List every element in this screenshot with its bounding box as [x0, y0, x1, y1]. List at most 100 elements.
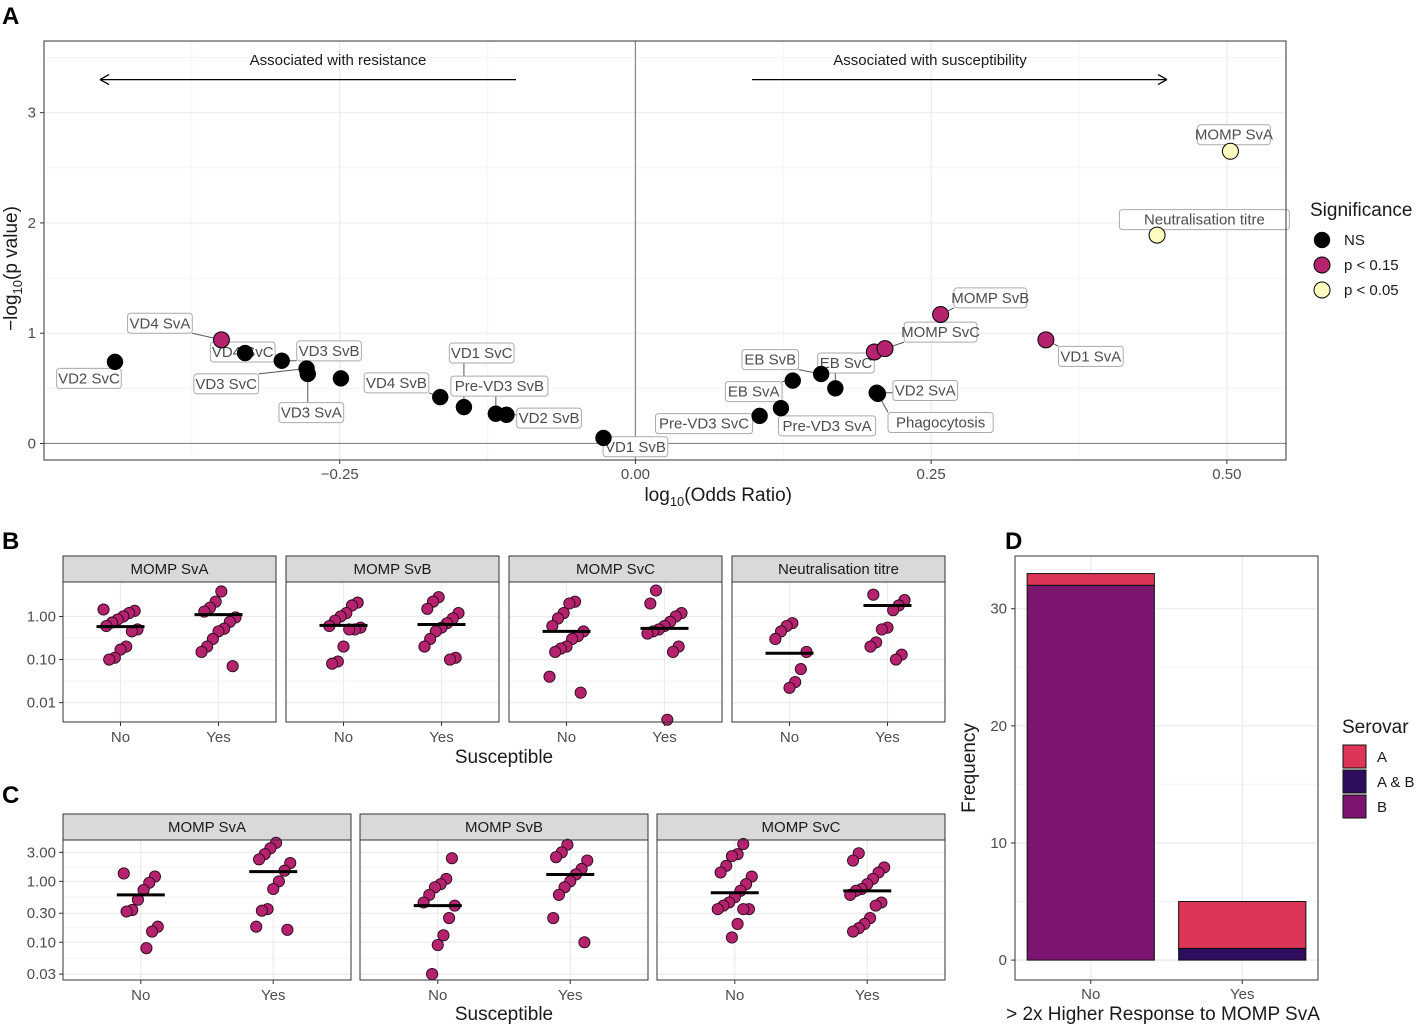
- point-label: EB SvB: [744, 352, 796, 369]
- point-label-box: [516, 407, 582, 429]
- point-label-box: [56, 367, 122, 389]
- data-point: [445, 852, 458, 865]
- y-tick-label: 0: [28, 435, 36, 452]
- data-point: [267, 882, 280, 896]
- bar-yes-a: [1178, 901, 1307, 949]
- point-label-box: [817, 352, 875, 374]
- legend-title: Significance: [1310, 200, 1412, 221]
- data-point: [281, 923, 294, 936]
- point-label: VD3 SvC: [195, 376, 257, 393]
- data-point-vd1-svb: [595, 429, 612, 447]
- x-tick-label: 0.00: [621, 466, 650, 483]
- x-tick-label: −0.25: [321, 466, 359, 483]
- point-label-box: [193, 373, 260, 395]
- facet-frame: [508, 581, 723, 723]
- data-point-eb-svc: [827, 380, 844, 397]
- facet-strip-label: Neutralisation titre: [778, 561, 899, 578]
- y-axis-title: −log10(p value): [1, 206, 25, 331]
- data-point: [552, 888, 565, 901]
- x-tick-label: 0.25: [917, 466, 946, 483]
- facet-momp-sva: MOMP SvA No Yes 1.00 0.10 0.01: [27, 555, 277, 746]
- point-label: Neutralisation titre: [1144, 212, 1265, 229]
- y-tick-label: 0: [999, 952, 1007, 969]
- legend-label-ns: NS: [1344, 232, 1365, 249]
- panel-letter-a: A: [2, 3, 19, 30]
- point-label: EB SvC: [820, 355, 873, 372]
- point-label-box: [724, 381, 783, 403]
- data-point: [867, 588, 880, 601]
- facet-strip: [359, 813, 649, 841]
- facet-strip: [285, 555, 500, 583]
- data-point: [253, 853, 266, 866]
- facet-frame: [62, 839, 352, 981]
- data-point: [549, 645, 562, 659]
- x-axis-title: Susceptible: [455, 1004, 553, 1025]
- annotation-susceptibility: Associated with susceptibility: [833, 52, 1027, 69]
- panel-d-stacked-bar: 0 10 20 30 No Yes> 2x Higher Response to MOMP…: [959, 555, 1415, 1025]
- y-axis-title: Frequency: [959, 723, 980, 813]
- data-point-vd1-svc: [455, 398, 473, 416]
- legend-label-serovar_b: B: [1377, 799, 1387, 816]
- legend-key-p015: [1313, 256, 1331, 274]
- data-point: [666, 645, 680, 659]
- y-tick-label: 20: [990, 718, 1007, 735]
- data-point-vd1-sva: [1037, 331, 1055, 349]
- point-label-box: [1118, 209, 1290, 231]
- data-point: [426, 968, 439, 981]
- data-point: [431, 938, 444, 952]
- point-label: Phagocytosis: [896, 415, 985, 432]
- facet-frame: [656, 839, 946, 981]
- x-tick-label: No: [557, 729, 576, 746]
- facet-frame: [62, 581, 277, 723]
- data-point-momp-sva: [1221, 142, 1239, 160]
- data-point: [117, 867, 130, 880]
- point-label-box: [448, 342, 515, 364]
- point-label-box: [363, 372, 430, 394]
- y-tick-label: 0.10: [27, 652, 56, 669]
- point-label: Pre-VD3 SvB: [455, 378, 544, 395]
- y-tick-label: 0.01: [27, 695, 56, 712]
- data-point: [255, 904, 268, 917]
- x-tick-label: 0.50: [1212, 466, 1241, 483]
- facet-strip: [508, 555, 723, 583]
- facet-background: [360, 840, 648, 980]
- point-label-box: [602, 436, 669, 458]
- point-label: VD3 SvB: [299, 343, 360, 360]
- data-point: [649, 584, 663, 597]
- x-tick-label: Yes: [855, 987, 879, 1004]
- legend-key-serovar_ab: [1342, 769, 1367, 794]
- data-point: [443, 653, 457, 666]
- x-tick-label: No: [780, 729, 799, 746]
- data-point: [737, 903, 750, 916]
- bar-yes-a-b: [1178, 947, 1307, 961]
- data-point-pre-vd3-sva: [772, 399, 790, 417]
- legend-label-serovar_a: A: [1377, 749, 1387, 766]
- data-point-eb-sva: [784, 372, 801, 389]
- data-point: [337, 640, 350, 653]
- arrow-resistance-head: [99, 74, 110, 86]
- x-tick-label: No: [428, 987, 447, 1004]
- data-point: [847, 925, 860, 938]
- data-point-vd4-sva: [212, 331, 230, 349]
- data-point: [146, 925, 159, 938]
- x-tick-label: Yes: [1230, 986, 1254, 1003]
- facet-momp-svc: MOMP SvC No Yes: [508, 555, 723, 746]
- data-point-pre-vd3-svc: [751, 407, 768, 425]
- facet-background: [63, 840, 351, 980]
- data-point-vd4-svc: [236, 344, 254, 362]
- x-tick-label: Yes: [558, 987, 582, 1004]
- data-point: [711, 903, 724, 916]
- data-point: [725, 850, 738, 863]
- facet-background: [509, 582, 722, 722]
- bar-no-b: [1026, 584, 1155, 961]
- data-point: [714, 866, 727, 879]
- facet-frame: [731, 581, 946, 723]
- bar-no-a: [1026, 573, 1155, 586]
- data-point-unlabelled: [332, 370, 350, 387]
- point-label: Pre-VD3 SvC: [659, 416, 749, 433]
- point-label: MOMP SvA: [1195, 127, 1273, 144]
- data-point: [731, 917, 744, 930]
